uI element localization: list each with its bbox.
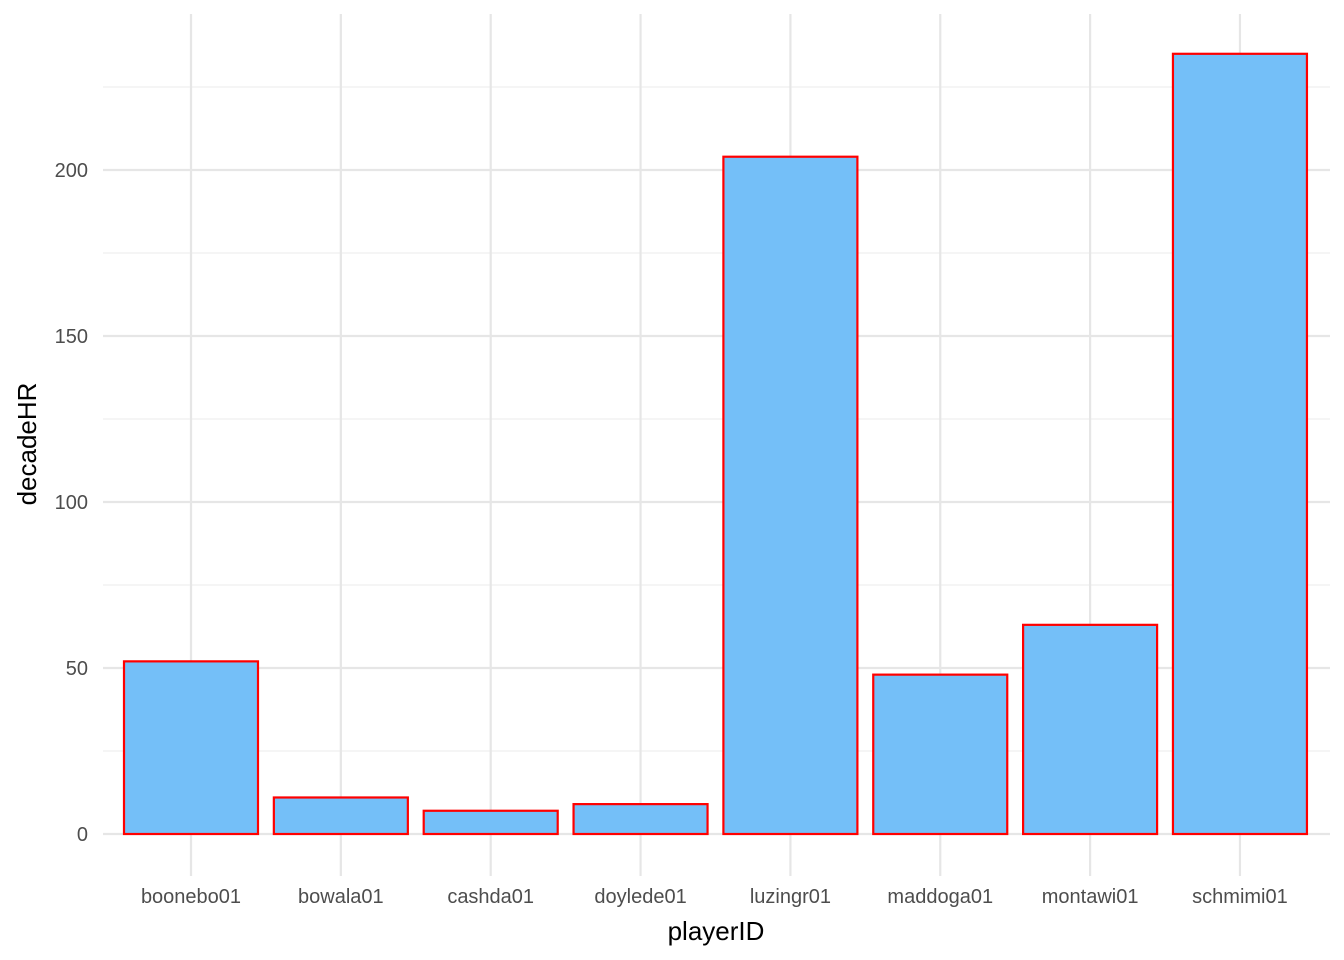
bar-luzingr01 (722, 155, 859, 836)
x-tick-label: doylede01 (594, 886, 686, 908)
bar-schmimi01 (1171, 52, 1309, 836)
y-tick-label: 50 (66, 658, 88, 680)
x-tick-label: boonebo01 (141, 886, 241, 908)
bars (122, 52, 1309, 836)
bar-cashda01 (422, 809, 559, 836)
x-tick-label: luzingr01 (750, 886, 831, 908)
x-tick-label: schmimi01 (1192, 886, 1288, 908)
bar-doylede01 (572, 803, 709, 836)
y-tick-label: 200 (55, 160, 88, 182)
y-tick-label: 0 (77, 824, 88, 846)
y-tick-label: 100 (55, 492, 88, 514)
bar-maddoga01 (872, 673, 1009, 836)
x-tick-label: cashda01 (447, 886, 534, 908)
x-tick-label: montawi01 (1042, 886, 1139, 908)
bar-bowala01 (272, 796, 409, 836)
y-axis-title: decadeHR (12, 383, 42, 506)
bar-boonebo01 (122, 660, 260, 836)
y-tick-label: 150 (55, 326, 88, 348)
x-axis-title: playerID (668, 916, 765, 946)
y-axis-ticks: 0 50 100 150 200 (55, 160, 88, 846)
x-axis-ticks: boonebo01 bowala01 cashda01 doylede01 luzing… (141, 886, 1288, 908)
x-tick-label: maddoga01 (887, 886, 993, 908)
x-tick-label: bowala01 (298, 886, 384, 908)
bar-montawi01 (1021, 623, 1159, 836)
